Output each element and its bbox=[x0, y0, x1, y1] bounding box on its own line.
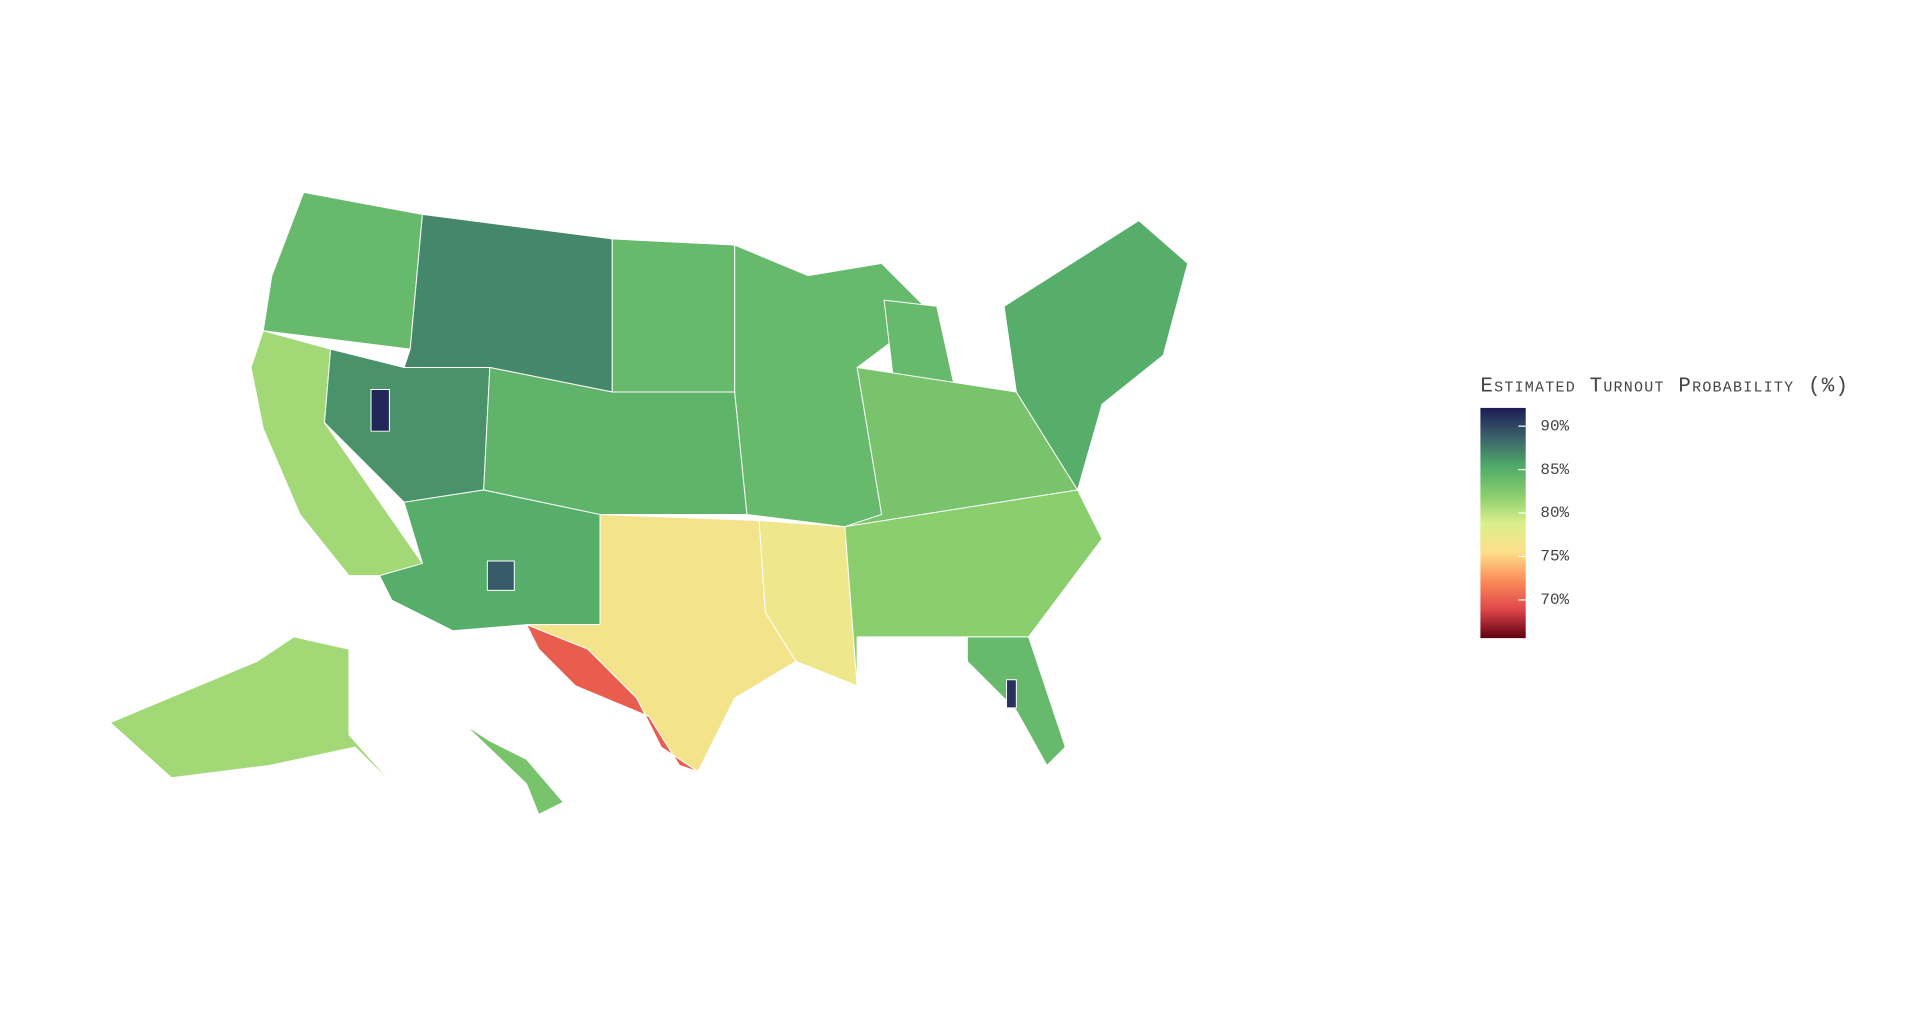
colorbar-tick-label: 85% bbox=[1540, 461, 1569, 479]
colorbar-tick-label: 70% bbox=[1540, 591, 1569, 609]
map-region bbox=[1006, 679, 1017, 709]
colorbar-tick-label: 80% bbox=[1540, 504, 1569, 522]
map-region bbox=[1003, 220, 1189, 491]
map-region bbox=[758, 520, 858, 687]
colorbar-title: Estimated Turnout Probability (%) bbox=[1480, 375, 1849, 398]
map-region bbox=[486, 560, 515, 591]
map-region bbox=[370, 389, 390, 432]
map-region bbox=[526, 624, 699, 773]
colorbar-tick-label: 75% bbox=[1540, 548, 1569, 566]
colorbar-tick-label: 90% bbox=[1540, 417, 1569, 435]
map-region bbox=[262, 191, 423, 350]
map-region bbox=[611, 238, 736, 393]
map-region bbox=[109, 636, 399, 791]
colorbar bbox=[1480, 407, 1526, 639]
map-region bbox=[464, 724, 564, 815]
map-regions bbox=[109, 191, 1189, 815]
map-region bbox=[403, 213, 613, 393]
